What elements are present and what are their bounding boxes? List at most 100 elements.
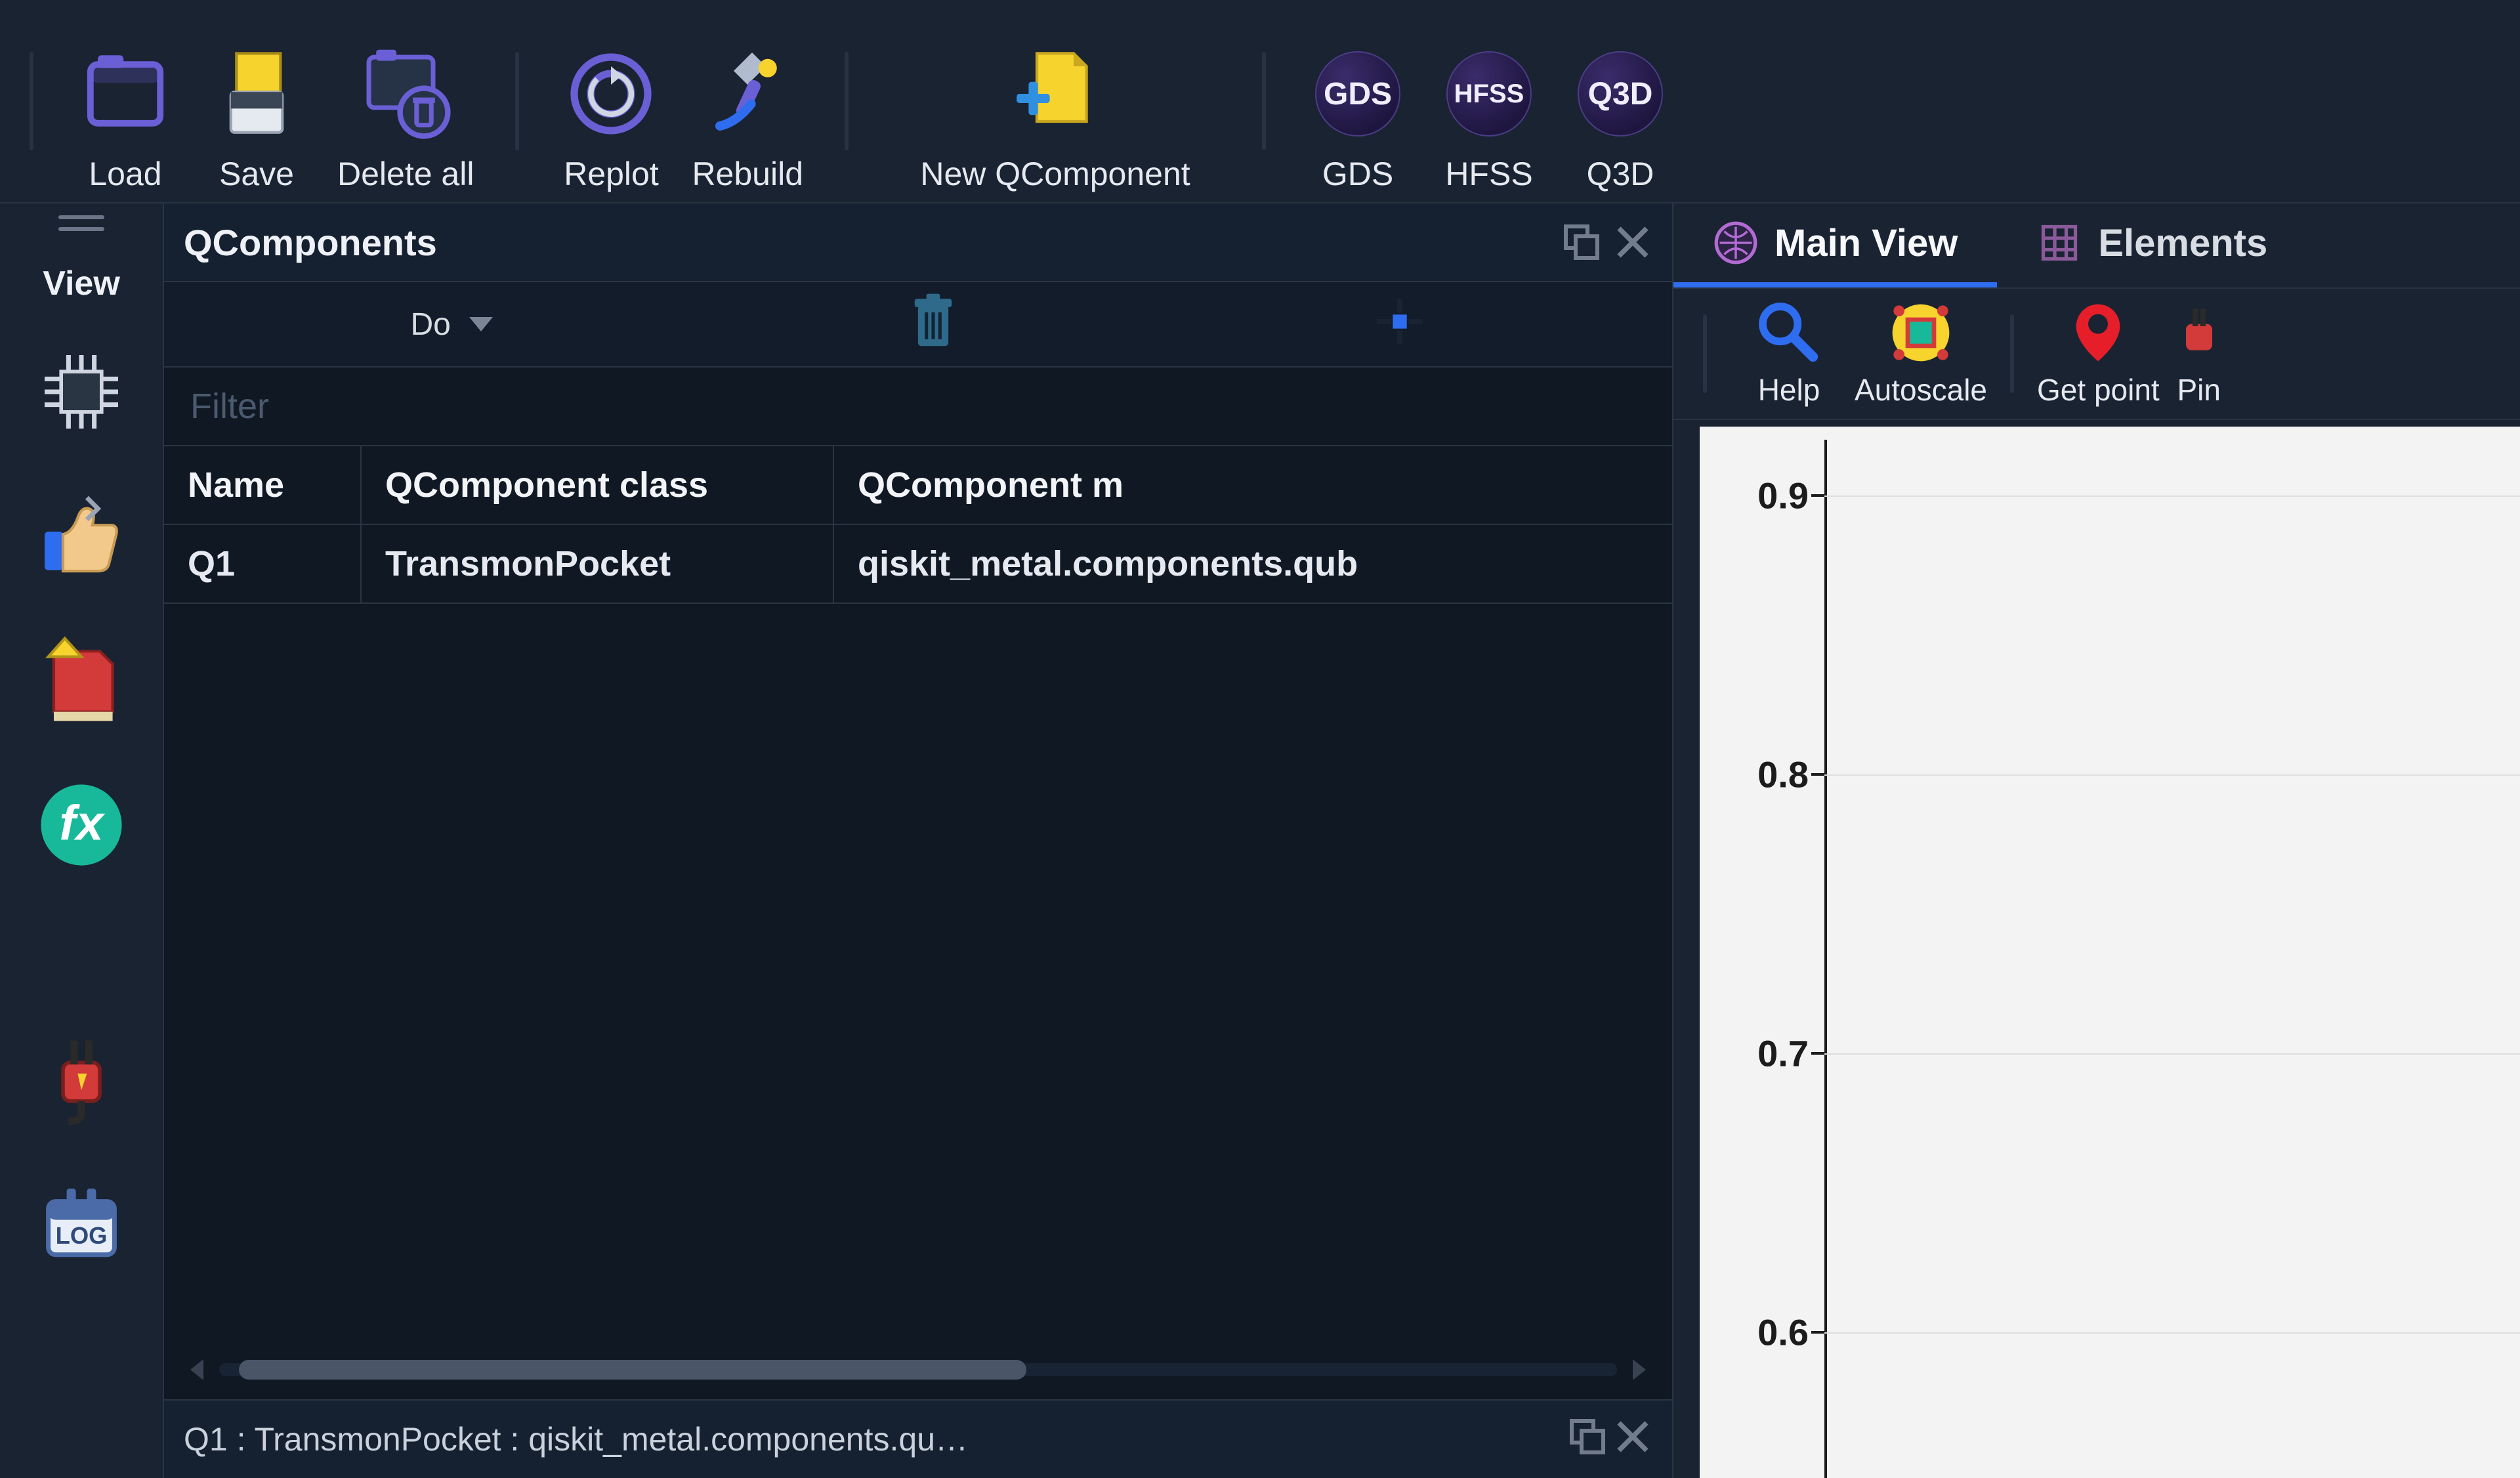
svg-text:fx: fx <box>59 795 105 851</box>
scrollbar-track[interactable] <box>219 1363 1617 1376</box>
filter-input[interactable] <box>164 368 1672 445</box>
elements-icon <box>2036 220 2082 266</box>
scroll-left-icon[interactable] <box>185 1357 211 1383</box>
select-node-button[interactable] <box>1374 295 1426 353</box>
hfss-label: HFSS <box>1445 155 1532 193</box>
y-tick <box>1811 1331 1826 1334</box>
book-icon <box>35 635 127 727</box>
cell-class: TransmonPocket <box>361 524 833 603</box>
hfss-badge: HFSS <box>1446 51 1532 137</box>
rebuild-button[interactable]: Rebuild <box>686 9 808 193</box>
q3d-badge: Q3D <box>1578 51 1663 137</box>
gridline <box>1824 1053 2520 1055</box>
help-label: Help <box>1758 372 1820 408</box>
save-button[interactable]: Save <box>201 9 312 193</box>
trash-icon <box>907 292 959 351</box>
save-icon <box>207 45 306 143</box>
node-icon <box>1374 295 1426 348</box>
dock-icon[interactable] <box>1568 1417 1607 1456</box>
delete-all-button[interactable]: Delete all <box>332 9 479 193</box>
help-icon <box>1756 300 1822 366</box>
dock-icon[interactable] <box>1562 222 1601 262</box>
gridline <box>1824 774 2520 776</box>
y-tick-label: 0.7 <box>1757 1032 1809 1074</box>
pin-icon <box>2065 300 2131 366</box>
right-subtoolbar: Help Autoscale Get point Pin <box>1673 289 2520 420</box>
qcomponents-panel: QComponents Do <box>164 203 1673 1478</box>
y-tick-label: 0.8 <box>1757 753 1809 795</box>
qcomponents-table-wrap: Name QComponent class QComponent m Q1 Tr… <box>164 446 1672 1399</box>
toolbar-separator <box>515 52 519 150</box>
gridline <box>1824 496 2520 497</box>
col-header-class[interactable]: QComponent class <box>361 446 833 524</box>
tab-elements[interactable]: Elements <box>1997 203 2307 287</box>
globe-icon <box>1713 220 1759 266</box>
close-icon[interactable] <box>1613 1417 1652 1456</box>
rail-book-button[interactable] <box>26 625 137 736</box>
main-toolbar: Load Save Delete all <box>0 0 2520 203</box>
detail-bar: Q1 : TransmonPocket : qiskit_metal.compo… <box>164 1399 1672 1478</box>
rail-thumbs-up-button[interactable] <box>26 480 137 592</box>
rail-chip-button[interactable] <box>26 336 137 448</box>
y-tick <box>1811 773 1826 776</box>
toolbar-separator <box>1703 314 1707 393</box>
y-axis-line <box>1824 440 1827 1478</box>
thumbs-up-icon <box>35 490 127 582</box>
load-icon <box>76 45 175 143</box>
view-label: View <box>43 264 120 303</box>
new-qcomponent-button[interactable]: New QComponent <box>885 9 1226 193</box>
q3d-button[interactable]: Q3D Q3D <box>1564 9 1676 193</box>
tab-main-view[interactable]: Main View <box>1673 203 1997 287</box>
qcomponents-title: QComponents <box>184 221 437 264</box>
panel-window-controls <box>1562 222 1652 262</box>
rebuild-icon <box>698 45 797 143</box>
trash-button[interactable] <box>907 292 959 356</box>
pin-button[interactable]: Pin <box>2166 300 2232 408</box>
plot-canvas-wrap: 0.90.80.70.6 <box>1673 420 2520 1478</box>
detail-window-controls <box>1568 1417 1652 1462</box>
autoscale-icon <box>1888 300 1954 366</box>
help-button[interactable]: Help <box>1730 300 1848 408</box>
table-row[interactable]: Q1 TransmonPocket qiskit_metal.component… <box>164 524 1672 603</box>
horizontal-scrollbar[interactable] <box>177 1353 1659 1386</box>
rail-fx-button[interactable]: fx <box>26 769 137 881</box>
gds-icon: GDS <box>1309 45 1407 143</box>
right-panel: Main View Elements Help Autoscale <box>1673 203 2520 1478</box>
gds-button[interactable]: GDS GDS <box>1302 9 1414 193</box>
get-point-label: Get point <box>2037 372 2160 408</box>
save-label: Save <box>219 155 294 193</box>
view-rail: View <box>0 203 164 1478</box>
toolbar-separator <box>845 52 849 150</box>
scroll-right-icon[interactable] <box>1625 1357 1651 1383</box>
plot-area[interactable]: 0.90.80.70.6 <box>1700 427 2520 1478</box>
col-header-mod[interactable]: QComponent m <box>833 446 1672 524</box>
drag-handle-icon[interactable] <box>58 215 104 231</box>
autoscale-button[interactable]: Autoscale <box>1855 300 1987 408</box>
rail-plug-button[interactable] <box>26 1025 137 1137</box>
qcomponents-subtoolbar: Do <box>164 282 1672 368</box>
y-tick-label: 0.6 <box>1757 1311 1809 1353</box>
q3d-label: Q3D <box>1587 155 1654 193</box>
new-qcomponent-icon <box>1006 45 1104 143</box>
get-point-button[interactable]: Get point <box>2037 300 2160 408</box>
do-dropdown[interactable]: Do <box>410 306 492 343</box>
load-label: Load <box>89 155 161 193</box>
close-icon[interactable] <box>1613 222 1652 262</box>
do-label: Do <box>410 306 450 343</box>
replot-button[interactable]: Replot <box>555 9 667 193</box>
log-icon: LOG <box>35 1179 127 1271</box>
replot-icon <box>562 45 660 143</box>
right-tabs: Main View Elements <box>1673 203 2520 289</box>
qcomponents-table: Name QComponent class QComponent m Q1 Tr… <box>164 446 1672 604</box>
load-button[interactable]: Load <box>70 9 181 193</box>
replot-label: Replot <box>564 155 659 193</box>
delete-all-icon <box>356 45 455 143</box>
hfss-button[interactable]: HFSS HFSS <box>1433 9 1545 193</box>
tab-elements-label: Elements <box>2098 221 2267 265</box>
col-header-name[interactable]: Name <box>164 446 361 524</box>
filter-wrap <box>164 368 1672 446</box>
q3d-icon: Q3D <box>1571 45 1670 143</box>
rail-log-button[interactable]: LOG <box>26 1170 137 1281</box>
scrollbar-thumb[interactable] <box>239 1360 1026 1380</box>
hfss-icon: HFSS <box>1440 45 1538 143</box>
